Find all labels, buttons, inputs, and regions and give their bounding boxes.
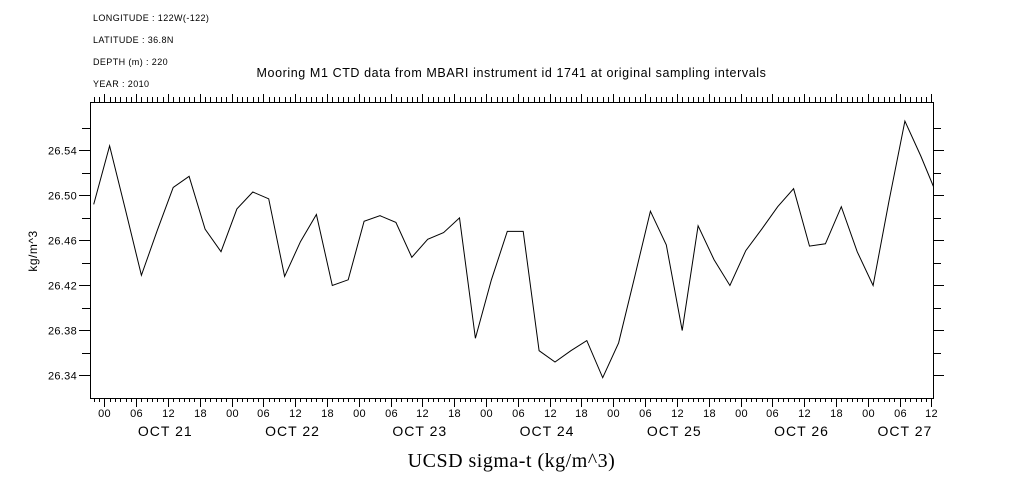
x-axis-day-label: OCT 24	[520, 423, 575, 439]
metadata-depth: DEPTH (m) : 220	[93, 57, 169, 67]
metadata-year: YEAR : 2010	[93, 79, 150, 89]
x-axis-day-label: OCT 27	[878, 423, 933, 439]
x-axis-hour-label: 12	[416, 408, 429, 420]
x-axis-hour-label: 06	[639, 408, 652, 420]
y-axis-tick-label: 26.50	[48, 191, 77, 203]
y-axis-tick-label: 26.42	[48, 281, 77, 293]
x-axis-hour-label: 06	[130, 408, 143, 420]
x-axis-hour-label: 06	[385, 408, 398, 420]
x-axis-hour-label: 00	[735, 408, 748, 420]
metadata-latitude: LATITUDE : 36.8N	[93, 35, 174, 45]
metadata-longitude: LONGITUDE : 122W(-122)	[93, 13, 210, 23]
x-axis-hour-label: 18	[703, 408, 716, 420]
x-axis-hour-label: 18	[575, 408, 588, 420]
x-axis-hour-label: 12	[671, 408, 684, 420]
station-metadata: LONGITUDE : 122W(-122) LATITUDE : 36.8N …	[93, 13, 209, 90]
x-axis-hour-label: 00	[226, 408, 239, 420]
y-axis-tick-label: 26.38	[48, 326, 77, 338]
x-axis-hour-label: 18	[194, 408, 207, 420]
x-axis-hour-label: 12	[289, 408, 302, 420]
x-axis-caption: UCSD sigma-t (kg/m^3)	[407, 450, 616, 472]
x-axis-hour-label: 12	[798, 408, 811, 420]
x-axis-day-label: OCT 26	[774, 423, 829, 439]
x-axis-hour-label: 12	[162, 408, 175, 420]
x-axis-day-label: OCT 23	[392, 423, 447, 439]
x-axis-hour-label: 00	[98, 408, 111, 420]
x-axis-hour-label: 18	[321, 408, 334, 420]
x-axis-hour-label: 00	[862, 408, 875, 420]
x-axis-hour-label: 06	[766, 408, 779, 420]
x-axis-day-label: OCT 22	[265, 423, 320, 439]
chart-title: Mooring M1 CTD data from MBARI instrumen…	[256, 66, 767, 80]
sigma-t-data-line	[93, 119, 933, 379]
y-axis-tick-label: 26.34	[48, 371, 77, 383]
x-axis-day-label: OCT 25	[647, 423, 702, 439]
y-axis-tick-label: 26.46	[48, 236, 77, 248]
x-axis-hour-label: 00	[480, 408, 493, 420]
x-axis-hour-label: 00	[607, 408, 620, 420]
x-axis-hour-label: 06	[257, 408, 270, 420]
x-axis-hour-label: 00	[353, 408, 366, 420]
y-axis-tick-label: 26.54	[48, 146, 77, 158]
x-axis-day-label: OCT 21	[138, 423, 193, 439]
x-axis-hour-label: 18	[830, 408, 843, 420]
plot-frame	[90, 102, 934, 399]
x-axis-hour-label: 12	[544, 408, 557, 420]
x-axis-hour-label: 18	[448, 408, 461, 420]
x-axis-hour-label: 06	[512, 408, 525, 420]
x-axis-hour-label: 06	[894, 408, 907, 420]
x-axis-hour-label: 12	[925, 408, 938, 420]
